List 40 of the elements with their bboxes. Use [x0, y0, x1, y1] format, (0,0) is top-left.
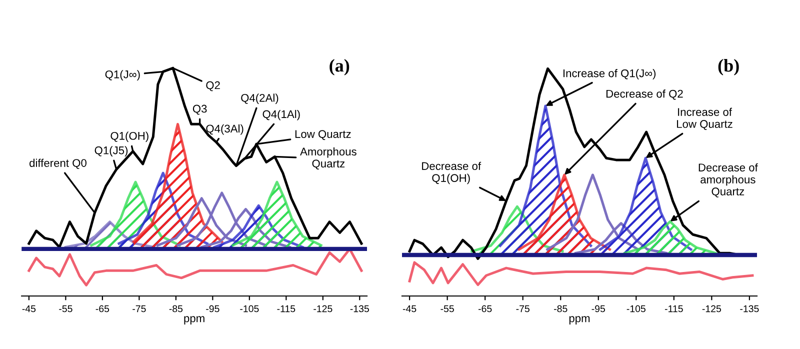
x-tick-label: -55 [440, 305, 454, 312]
annotation: Q1(J5) [94, 146, 128, 156]
annotation: Increase of Low Quartz [677, 108, 732, 130]
x-tick-label: -55 [59, 305, 72, 312]
x-axis-title: ppm [184, 316, 204, 324]
x-tick-label: -125 [314, 305, 332, 312]
annotation: different Q0 [30, 158, 86, 169]
x-tick-label: -85 [169, 305, 183, 312]
x-tick-label: -85 [554, 305, 568, 312]
annotation: Low Quartz [295, 130, 351, 140]
x-tick-label: -115 [664, 305, 683, 312]
x-tick-label: -135 [740, 305, 759, 312]
annotation: Q4(3Al) [206, 124, 244, 135]
x-tick-label: -45 [22, 305, 36, 312]
x-tick-label: -75 [516, 305, 530, 312]
x-axis-title: ppm [569, 316, 590, 324]
x-tick-label: -95 [206, 305, 220, 312]
x-tick-label: -65 [96, 305, 110, 312]
annotation: Amorphous Quartz [300, 147, 356, 170]
x-tick-label: -95 [592, 305, 605, 312]
chart-title: (a) [330, 59, 350, 76]
annotation: Q4(1Al) [262, 110, 300, 120]
annotation: Q4(2Al) [241, 94, 278, 104]
annotation: Increase of Q1(J∞) [563, 69, 656, 80]
annotation: Q1(J∞) [105, 70, 140, 80]
x-tick-label: -115 [277, 305, 296, 312]
x-tick-label: -105 [240, 305, 259, 312]
annotation: Q1(OH) [110, 132, 148, 142]
annotation: Q2 [206, 81, 220, 92]
annotation: Decrease of Q2 [606, 90, 683, 100]
x-tick-label: -105 [626, 305, 646, 312]
annotation: Decrease of amorphous Quartz [698, 163, 758, 198]
x-tick-label: -45 [402, 305, 416, 312]
x-tick-label: -135 [350, 305, 369, 312]
chart-title: (b) [718, 59, 739, 76]
x-tick-label: -75 [132, 305, 146, 312]
annotation: Q3 [192, 104, 207, 115]
annotation: Decrease of Q1(OH) [422, 162, 482, 184]
x-tick-label: -65 [478, 305, 492, 312]
x-tick-label: -125 [702, 305, 722, 312]
